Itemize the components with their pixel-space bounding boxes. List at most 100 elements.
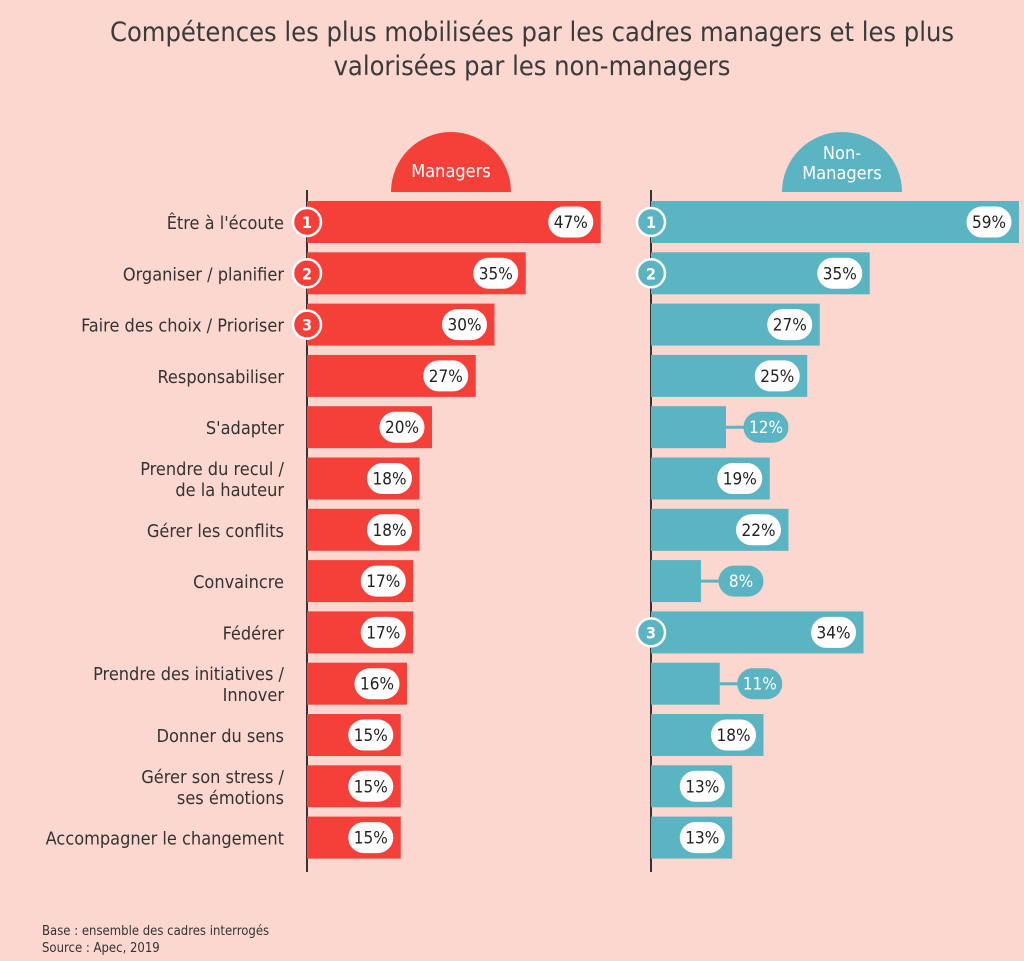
rank-badge-circle — [635, 258, 667, 289]
category-label: Faire des choix / Prioriser — [81, 316, 284, 337]
data-label-managers: 15% — [348, 822, 394, 854]
data-label-pill — [360, 616, 406, 648]
data-label-managers: 20% — [379, 411, 425, 443]
category-label: Donner du sens — [157, 726, 284, 747]
footer-base: Base : ensemble des cadres interrogés — [42, 924, 270, 939]
rank-badge-managers: 2 — [291, 258, 323, 289]
data-label-text: 17% — [366, 572, 400, 592]
data-label-managers: 47% — [548, 206, 594, 238]
rank-badge-number: 1 — [646, 213, 656, 232]
category-label: Prendre du recul / — [140, 459, 284, 480]
data-label-pill — [348, 770, 394, 802]
data-label-text: 13% — [685, 829, 719, 849]
data-label-pill — [348, 719, 394, 751]
data-label-pill — [548, 206, 594, 238]
data-label-managers: 18% — [367, 463, 412, 494]
legend-badge-managers — [391, 132, 511, 192]
category-label: ses émotions — [177, 788, 284, 809]
data-label-text: 30% — [448, 316, 482, 336]
category-label: de la hauteur — [175, 480, 284, 501]
data-label-text: 12% — [749, 418, 783, 438]
data-label-text: 20% — [385, 418, 419, 438]
bar-non-managers — [651, 560, 701, 603]
data-label-text: 18% — [373, 521, 407, 541]
category-label: Gérer son stress / — [141, 767, 284, 788]
footer-source: Source : Apec, 2019 — [42, 941, 160, 956]
rank-badge-managers: 3 — [291, 309, 323, 340]
rank-badge-number: 3 — [302, 316, 312, 335]
data-label-text: 13% — [685, 777, 719, 797]
data-label-pill — [817, 257, 863, 289]
data-label-managers: 16% — [354, 668, 400, 700]
data-label-text: 15% — [354, 777, 388, 797]
data-label-non-managers: 18% — [711, 719, 756, 751]
rank-badge-non-managers: 1 — [635, 206, 667, 238]
chart-footer: Base : ensemble des cadres interrogés So… — [42, 923, 269, 957]
data-label-managers: 35% — [473, 257, 519, 289]
data-label-text: 19% — [723, 470, 757, 490]
data-label-non-managers: 59% — [966, 206, 1012, 238]
data-label-non-managers: 22% — [736, 514, 781, 546]
category-label: Responsabiliser — [157, 367, 284, 388]
category-label: Gérer les conflits — [147, 521, 284, 542]
data-label-managers: 18% — [367, 514, 412, 546]
data-label-text: 15% — [354, 829, 388, 849]
data-label-pill — [679, 770, 725, 802]
data-label-managers: 30% — [442, 309, 487, 341]
bar-non-managers — [651, 406, 726, 449]
data-label-pill — [473, 257, 519, 289]
data-label-text: 17% — [366, 623, 400, 643]
data-label-text: 18% — [373, 470, 407, 490]
bar-non-managers — [651, 662, 720, 705]
data-label-pill — [711, 719, 756, 751]
bar-non-managers — [651, 201, 1019, 243]
data-label-text: 27% — [429, 367, 463, 387]
category-label: Prendre des initiatives / — [93, 664, 284, 685]
data-label-text: 15% — [354, 726, 388, 746]
legend-label-non-managers: Non- — [823, 143, 861, 164]
rank-badge-circle — [291, 258, 323, 289]
data-label-managers: 15% — [348, 719, 394, 751]
rank-badge-number: 1 — [302, 213, 312, 232]
data-label-text: 35% — [823, 264, 857, 284]
data-label-non-managers: 27% — [767, 309, 813, 341]
rank-badge-number: 3 — [646, 623, 656, 642]
data-label-pill — [717, 463, 763, 494]
category-label: Être à l'écoute — [167, 212, 284, 234]
data-label-text: 59% — [972, 213, 1006, 233]
data-label-pill — [367, 514, 412, 546]
rank-badge-number: 2 — [646, 264, 656, 283]
data-label-text: 35% — [479, 264, 513, 284]
data-label-non-managers: 12% — [726, 411, 789, 443]
data-label-pill — [811, 616, 856, 648]
category-label: S'adapter — [206, 418, 284, 439]
data-label-text: 11% — [743, 675, 777, 695]
data-label-non-managers: 13% — [679, 770, 725, 802]
data-label-text: 22% — [742, 521, 776, 541]
chart-title: Compétences les plus mobilisées par les … — [0, 16, 1024, 84]
data-label-pill — [379, 411, 425, 443]
data-label-text: 34% — [817, 623, 851, 643]
data-label-pill — [966, 206, 1012, 238]
data-label-pill — [767, 309, 813, 341]
data-label-non-managers: 8% — [701, 565, 764, 597]
data-label-pill — [348, 822, 394, 854]
data-label-pill — [679, 822, 725, 854]
rank-badge-circle — [291, 206, 323, 238]
data-label-non-managers: 11% — [719, 668, 783, 700]
category-label: Accompagner le changement — [46, 829, 284, 850]
data-label-pill — [718, 565, 764, 597]
rank-badge-managers: 1 — [291, 206, 323, 238]
data-label-text: 16% — [360, 675, 394, 695]
data-label-non-managers: 34% — [811, 616, 856, 648]
legend-label-managers: Managers — [411, 161, 490, 182]
legend-badge-non-managers — [782, 132, 902, 192]
category-label: Organiser / planifier — [123, 264, 284, 285]
data-label-pill — [743, 411, 789, 443]
data-label-text: 47% — [554, 213, 588, 233]
data-label-pill — [736, 514, 781, 546]
rank-badge-circle — [291, 309, 323, 340]
data-label-pill — [367, 463, 412, 494]
data-label-non-managers: 25% — [754, 360, 800, 392]
